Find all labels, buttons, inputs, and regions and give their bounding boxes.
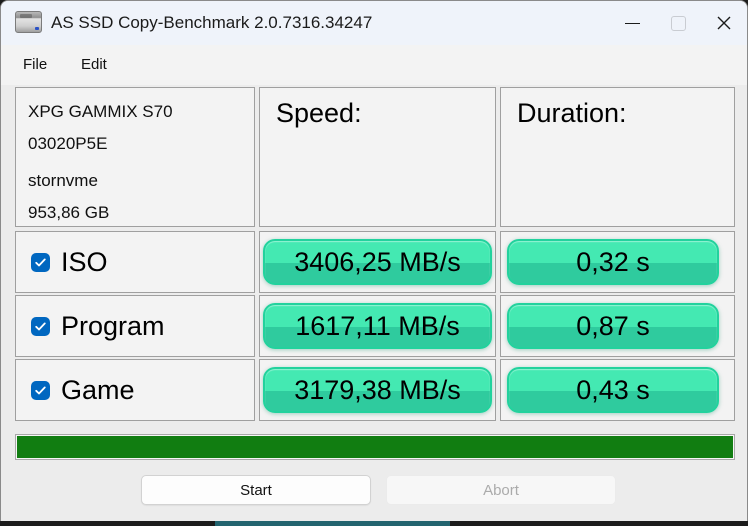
row-game-speed-cell: 3179,38 MB/s: [259, 359, 496, 421]
iso-duration-value: 0,32 s: [507, 239, 719, 285]
program-speed-value: 1617,11 MB/s: [263, 303, 492, 349]
row-iso-label: ISO: [61, 246, 108, 277]
drive-driver: stornvme: [28, 171, 98, 190]
checkbox-check-icon: [35, 386, 46, 394]
row-game-label: Game: [61, 374, 135, 405]
iso-speed-value: 3406,25 MB/s: [263, 239, 492, 285]
desktop-edge: [0, 521, 748, 526]
drive-model: XPG GAMMIX S70: [28, 102, 173, 121]
checkbox-check-icon: [35, 258, 46, 266]
minimize-button[interactable]: [609, 1, 655, 45]
window-controls: [609, 1, 747, 45]
row-program-duration-cell: 0,87 s: [500, 295, 735, 357]
program-checkbox[interactable]: [31, 316, 50, 336]
row-iso-speed-cell: 3406,25 MB/s: [259, 231, 496, 293]
row-iso-label-cell: ISO: [15, 231, 255, 293]
menu-edit[interactable]: Edit: [81, 56, 107, 73]
row-program-label: Program: [61, 310, 165, 341]
duration-header-cell: Duration:: [500, 87, 735, 227]
window-title: AS SSD Copy-Benchmark 2.0.7316.34247: [51, 13, 373, 32]
iso-checkbox[interactable]: [31, 252, 50, 272]
close-icon: [716, 15, 732, 31]
maximize-button[interactable]: [655, 1, 701, 45]
menu-bar: File Edit: [1, 45, 747, 85]
title-bar[interactable]: AS SSD Copy-Benchmark 2.0.7316.34247: [1, 1, 747, 45]
maximize-icon: [670, 15, 686, 31]
row-game-label-cell: Game: [15, 359, 255, 421]
speed-header-cell: Speed:: [259, 87, 496, 227]
drive-info-cell: XPG GAMMIX S70 03020P5E stornvme 953,86 …: [15, 87, 255, 227]
duration-header: Duration:: [517, 98, 627, 128]
close-button[interactable]: [701, 1, 747, 45]
row-program-speed-cell: 1617,11 MB/s: [259, 295, 496, 357]
ssd-drive-icon: [15, 11, 42, 33]
game-duration-value: 0,43 s: [507, 367, 719, 413]
row-iso-duration-cell: 0,32 s: [500, 231, 735, 293]
checkbox-check-icon: [35, 322, 46, 330]
progress-bar: [15, 434, 735, 460]
minimize-icon: [624, 22, 640, 24]
game-checkbox[interactable]: [31, 380, 50, 400]
start-button[interactable]: Start: [141, 475, 371, 505]
drive-capacity: 953,86 GB: [28, 203, 110, 222]
program-duration-value: 0,87 s: [507, 303, 719, 349]
row-game-duration-cell: 0,43 s: [500, 359, 735, 421]
row-program-label-cell: Program: [15, 295, 255, 357]
desktop-edge-accent: [215, 521, 450, 526]
speed-header: Speed:: [276, 98, 362, 128]
drive-serial: 03020P5E: [28, 134, 108, 153]
progress-fill: [17, 436, 733, 458]
abort-button: Abort: [386, 475, 616, 505]
game-speed-value: 3179,38 MB/s: [263, 367, 492, 413]
menu-file[interactable]: File: [23, 56, 48, 73]
